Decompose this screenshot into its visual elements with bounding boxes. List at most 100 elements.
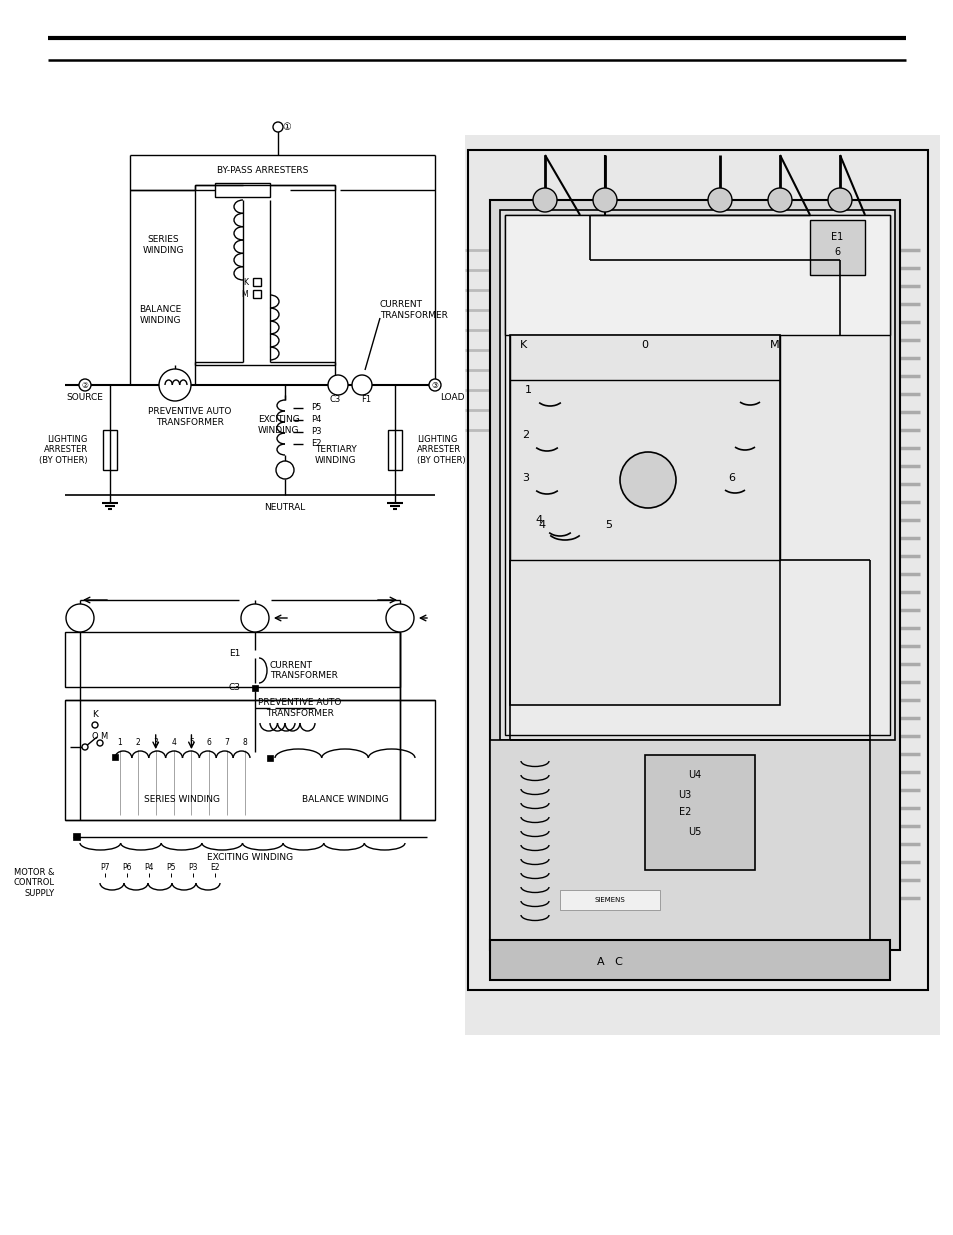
Bar [103, 430, 117, 471]
Bar [253, 290, 261, 298]
Bar [112, 755, 118, 760]
Circle shape [79, 379, 91, 391]
Text: A   C: A C [597, 957, 622, 967]
Text: 4: 4 [171, 739, 175, 747]
Text: 4: 4 [535, 515, 541, 525]
Text: 6: 6 [207, 739, 212, 747]
Text: 6: 6 [833, 247, 840, 257]
Bar [194, 185, 335, 366]
Bar [65, 632, 399, 687]
Text: 5: 5 [604, 520, 612, 530]
Text: SERIES WINDING: SERIES WINDING [144, 795, 220, 804]
Text: MOTOR &
CONTROL
SUPPLY: MOTOR & CONTROL SUPPLY [14, 868, 55, 898]
Bar [468, 149, 927, 990]
Bar [510, 335, 780, 705]
Circle shape [328, 375, 348, 395]
Circle shape [386, 604, 414, 632]
Bar [253, 278, 261, 287]
Circle shape [767, 188, 791, 212]
Text: BALANCE
WINDING: BALANCE WINDING [139, 305, 181, 325]
Circle shape [66, 604, 94, 632]
Text: PREVENTIVE AUTO
TRANSFORMER: PREVENTIVE AUTO TRANSFORMER [148, 408, 232, 427]
Bar [504, 215, 889, 335]
Text: ③: ③ [431, 380, 438, 389]
Text: K: K [243, 278, 248, 287]
Text: BY-PASS ARRESTERS: BY-PASS ARRESTERS [217, 165, 309, 174]
Text: 2: 2 [135, 739, 140, 747]
Text: LIGHTING
ARRESTER
(BY OTHER): LIGHTING ARRESTER (BY OTHER) [39, 435, 88, 464]
Text: ②: ② [81, 380, 89, 389]
Bar [73, 832, 80, 840]
Text: 4: 4 [537, 520, 544, 530]
Text: F1: F1 [360, 395, 371, 405]
Text: CURRENT
TRANSFORMER: CURRENT TRANSFORMER [379, 300, 447, 320]
Circle shape [593, 188, 617, 212]
Text: 3: 3 [153, 739, 158, 747]
Circle shape [241, 604, 269, 632]
Bar [499, 210, 894, 740]
Text: P3: P3 [311, 427, 321, 436]
Bar [559, 890, 659, 910]
Circle shape [273, 122, 283, 132]
Text: E2: E2 [679, 806, 691, 818]
Bar [490, 940, 889, 981]
Text: EXCITING WINDING: EXCITING WINDING [207, 853, 293, 862]
Text: 7: 7 [225, 739, 230, 747]
Text: P5: P5 [166, 863, 175, 872]
Text: E2: E2 [210, 863, 219, 872]
Text: 1: 1 [117, 739, 122, 747]
Text: 5: 5 [189, 739, 193, 747]
Bar [504, 215, 889, 735]
Text: TERTIARY
WINDING: TERTIARY WINDING [314, 446, 356, 464]
Circle shape [82, 743, 88, 750]
Bar [809, 220, 864, 275]
Text: U3: U3 [678, 790, 691, 800]
Circle shape [352, 375, 372, 395]
Text: K: K [92, 710, 98, 720]
Text: P3: P3 [188, 863, 197, 872]
Circle shape [827, 188, 851, 212]
Bar [267, 755, 273, 761]
Text: O: O [91, 732, 98, 741]
Bar [214, 183, 270, 198]
Text: BALANCE WINDING: BALANCE WINDING [301, 795, 388, 804]
Circle shape [533, 188, 557, 212]
Bar [490, 740, 869, 940]
Circle shape [619, 452, 676, 508]
Text: SOURCE: SOURCE [67, 393, 103, 401]
Text: M: M [241, 289, 248, 299]
Circle shape [707, 188, 731, 212]
Text: C3: C3 [329, 395, 340, 405]
Text: LOAD: LOAD [439, 393, 464, 401]
Text: M: M [769, 340, 779, 350]
Text: K: K [519, 340, 527, 350]
Circle shape [97, 740, 103, 746]
Bar [388, 430, 401, 471]
Text: CURRENT
TRANSFORMER: CURRENT TRANSFORMER [270, 661, 337, 680]
Circle shape [91, 722, 98, 727]
Text: P4: P4 [144, 863, 153, 872]
Text: C3: C3 [229, 683, 241, 693]
Text: P7: P7 [100, 863, 110, 872]
Circle shape [429, 379, 440, 391]
Bar [644, 755, 754, 869]
Text: E2: E2 [311, 440, 321, 448]
Bar [464, 135, 939, 1035]
Text: SERIES
WINDING: SERIES WINDING [142, 236, 184, 254]
Text: M: M [100, 732, 107, 741]
Text: U4: U4 [688, 769, 700, 781]
Bar [252, 685, 257, 692]
Text: 6: 6 [727, 473, 734, 483]
Text: SIEMENS: SIEMENS [594, 897, 625, 903]
Text: P6: P6 [122, 863, 132, 872]
Text: E1: E1 [230, 650, 241, 658]
Text: E1: E1 [830, 232, 842, 242]
Circle shape [159, 369, 191, 401]
Bar [65, 700, 435, 820]
Text: P4: P4 [311, 415, 321, 425]
Text: 1: 1 [524, 385, 532, 395]
Text: EXCITING
WINDING: EXCITING WINDING [257, 415, 299, 435]
Text: LIGHTING
ARRESTER
(BY OTHER): LIGHTING ARRESTER (BY OTHER) [416, 435, 465, 464]
Text: NEUTRAL: NEUTRAL [264, 503, 305, 511]
Circle shape [275, 461, 294, 479]
